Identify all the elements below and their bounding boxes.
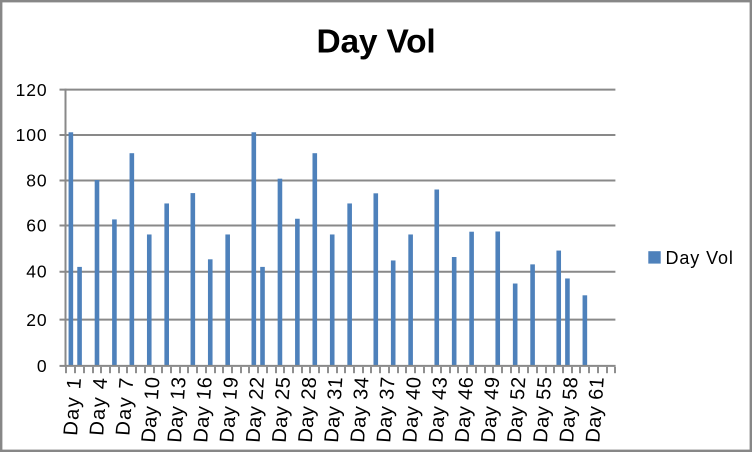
svg-text:Day 19: Day 19 <box>216 376 243 443</box>
svg-text:Day 1: Day 1 <box>60 376 86 436</box>
svg-text:Day 28: Day 28 <box>295 376 322 443</box>
svg-text:Day 37: Day 37 <box>373 376 400 443</box>
svg-text:Day 4: Day 4 <box>86 376 112 436</box>
svg-text:Day 40: Day 40 <box>399 376 426 443</box>
svg-text:Day 34: Day 34 <box>347 376 374 443</box>
svg-text:Day Vol: Day Vol <box>666 248 734 268</box>
svg-text:Day 61: Day 61 <box>582 376 609 443</box>
svg-text:Day 58: Day 58 <box>556 376 583 443</box>
svg-text:Day 7: Day 7 <box>112 376 138 436</box>
svg-text:0: 0 <box>37 356 48 376</box>
svg-text:Day 25: Day 25 <box>269 376 296 443</box>
svg-text:Day 13: Day 13 <box>164 376 191 443</box>
svg-text:Day 49: Day 49 <box>478 376 505 443</box>
svg-text:120: 120 <box>16 80 48 100</box>
svg-text:Day 52: Day 52 <box>504 376 531 443</box>
svg-text:80: 80 <box>26 171 47 191</box>
svg-text:Day 46: Day 46 <box>452 376 479 443</box>
svg-text:Day 55: Day 55 <box>530 376 557 443</box>
svg-text:60: 60 <box>26 216 47 236</box>
svg-text:20: 20 <box>26 310 47 330</box>
svg-text:Day 16: Day 16 <box>190 376 217 443</box>
svg-text:Day 22: Day 22 <box>242 376 269 443</box>
svg-text:100: 100 <box>16 125 48 145</box>
svg-text:Day 10: Day 10 <box>138 376 165 443</box>
svg-text:40: 40 <box>26 262 47 282</box>
svg-text:Day 43: Day 43 <box>425 376 452 443</box>
svg-text:Day Vol: Day Vol <box>317 24 436 61</box>
svg-text:Day 31: Day 31 <box>321 376 348 443</box>
